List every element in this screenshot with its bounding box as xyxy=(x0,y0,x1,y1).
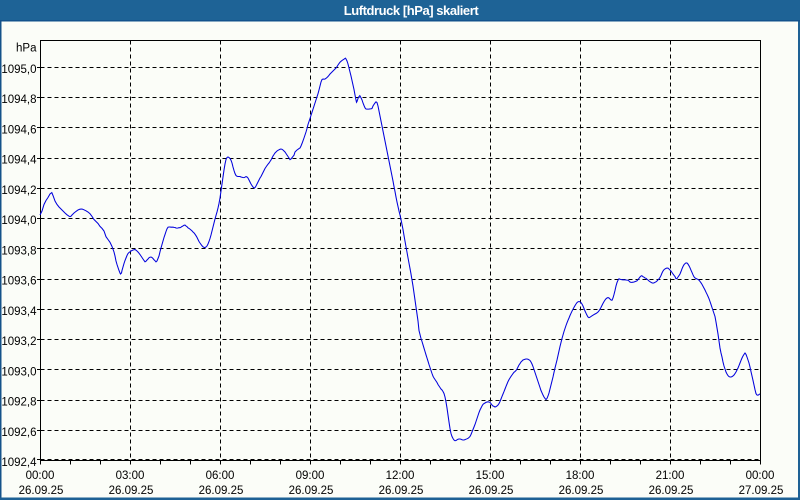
svg-text:1093,0: 1093,0 xyxy=(1,366,36,378)
svg-text:hPa: hPa xyxy=(16,43,37,55)
svg-text:26.09.25: 26.09.25 xyxy=(199,485,244,497)
svg-text:1093,4: 1093,4 xyxy=(1,306,37,318)
svg-text:1093,8: 1093,8 xyxy=(1,245,36,257)
svg-text:06:00: 06:00 xyxy=(206,470,235,482)
svg-text:26.09.25: 26.09.25 xyxy=(289,485,334,497)
svg-text:21:00: 21:00 xyxy=(656,470,685,482)
svg-text:26.09.25: 26.09.25 xyxy=(469,485,514,497)
svg-text:1092,6: 1092,6 xyxy=(1,427,36,439)
svg-text:00:00: 00:00 xyxy=(26,470,55,482)
svg-text:26.09.25: 26.09.25 xyxy=(109,485,154,497)
svg-text:1093,6: 1093,6 xyxy=(1,276,36,288)
svg-text:09:00: 09:00 xyxy=(296,470,325,482)
svg-text:1094,2: 1094,2 xyxy=(1,185,36,197)
svg-text:1094,6: 1094,6 xyxy=(1,125,36,137)
svg-text:1092,4: 1092,4 xyxy=(1,457,37,469)
svg-text:Luftdruck [hPa] skaliert: Luftdruck [hPa] skaliert xyxy=(344,3,480,18)
svg-text:15:00: 15:00 xyxy=(476,470,505,482)
svg-text:18:00: 18:00 xyxy=(566,470,595,482)
svg-text:1094,8: 1094,8 xyxy=(1,94,36,106)
svg-text:26.09.25: 26.09.25 xyxy=(379,485,424,497)
svg-text:26.09.25: 26.09.25 xyxy=(559,485,604,497)
svg-text:1093,2: 1093,2 xyxy=(1,336,36,348)
svg-text:26.09.25: 26.09.25 xyxy=(19,485,64,497)
svg-text:1095,0: 1095,0 xyxy=(1,64,36,76)
svg-text:1094,0: 1094,0 xyxy=(1,215,36,227)
svg-text:03:00: 03:00 xyxy=(116,470,145,482)
svg-text:12:00: 12:00 xyxy=(386,470,415,482)
svg-text:1094,4: 1094,4 xyxy=(1,155,37,167)
svg-text:1092,8: 1092,8 xyxy=(1,397,36,409)
svg-text:00:00: 00:00 xyxy=(746,470,775,482)
svg-text:26.09.25: 26.09.25 xyxy=(649,485,694,497)
svg-text:27.09.25: 27.09.25 xyxy=(739,485,784,497)
